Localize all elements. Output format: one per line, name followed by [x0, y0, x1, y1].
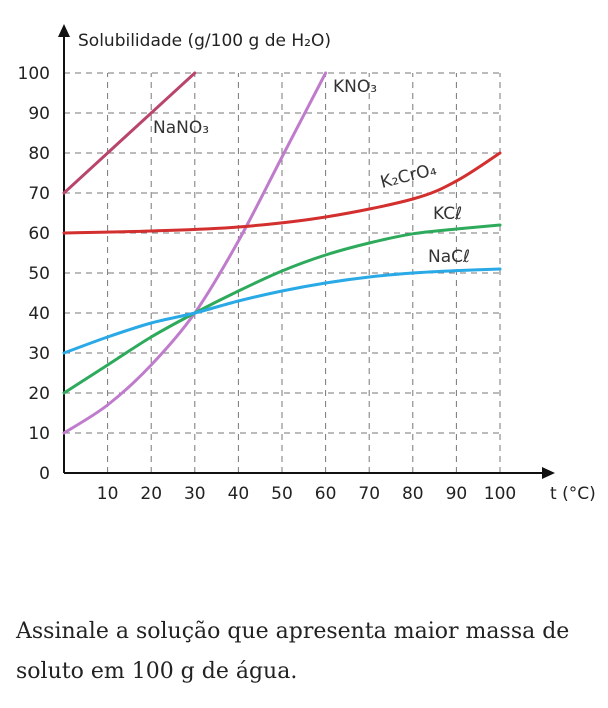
solubility-chart: 0 10 20 30 40 50 60 70 80 90 100 10 20 30 40 50 60 70 80 90…	[18, 24, 596, 504]
series-line-nacl	[62, 267, 502, 355]
y-tick-label-50: 50	[28, 264, 50, 284]
y-tick-label-40: 40	[28, 304, 50, 324]
series-line-kcl	[62, 223, 502, 395]
y-tick-label-30: 30	[28, 344, 50, 364]
x-tick-label-70: 70	[358, 484, 380, 504]
series-label-nacl: NaCℓ	[428, 247, 470, 267]
y-axis-label: Solubilidade (g/100 g de H₂O)	[78, 31, 331, 51]
tick-labels: 0 10 20 30 40 50 60 70 80 90 100 10 20 30 40 50 60 70 80 90…	[18, 64, 517, 504]
series-labels: NaNO₃ KNO₃ K₂CrO₄ KCℓ NaCℓ	[153, 77, 470, 267]
y-tick-label-90: 90	[28, 104, 50, 124]
series-label-kno3: KNO₃	[333, 77, 377, 97]
axes	[58, 24, 555, 479]
series-line-nano3	[62, 71, 197, 195]
x-tick-label-90: 90	[446, 484, 468, 504]
y-tick-label-0: 0	[39, 464, 50, 484]
y-tick-label-80: 80	[28, 144, 50, 164]
series-line-k2cro4	[62, 151, 502, 235]
y-tick-label-100: 100	[18, 64, 50, 84]
x-tick-label-80: 80	[402, 484, 424, 504]
y-tick-label-10: 10	[28, 424, 50, 444]
y-tick-label-60: 60	[28, 224, 50, 244]
x-tick-label-20: 20	[140, 484, 162, 504]
series-label-k2cro4: K₂CrO₄	[378, 160, 438, 193]
series-lines	[62, 71, 502, 435]
x-tick-label-60: 60	[315, 484, 337, 504]
x-axis-arrow	[542, 467, 555, 479]
series-label-nano3: NaNO₃	[153, 118, 209, 138]
y-tick-label-70: 70	[28, 184, 50, 204]
x-tick-label-100: 100	[484, 484, 516, 504]
series-label-kcl: KCℓ	[433, 204, 462, 224]
x-tick-label-30: 30	[184, 484, 206, 504]
x-tick-label-40: 40	[228, 484, 250, 504]
x-axis-label: t (°C)	[550, 484, 596, 504]
x-tick-label-10: 10	[97, 484, 119, 504]
x-tick-label-50: 50	[271, 484, 293, 504]
series-line-kno3	[62, 71, 328, 435]
y-axis-arrow	[58, 24, 70, 37]
y-tick-label-20: 20	[28, 384, 50, 404]
question-text: Assinale a solução que apresenta maior m…	[16, 619, 570, 684]
